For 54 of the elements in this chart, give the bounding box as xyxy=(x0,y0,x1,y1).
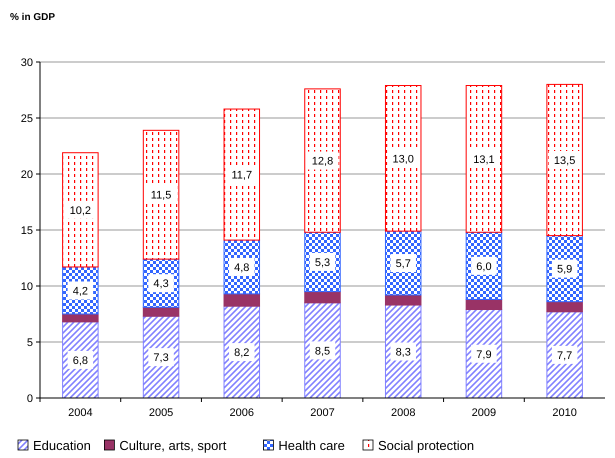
bar xyxy=(224,293,260,307)
y-tick-label: 0 xyxy=(26,393,33,405)
bar xyxy=(142,130,180,260)
bar xyxy=(384,294,422,306)
y-tick-label: 15 xyxy=(20,225,33,237)
data-label: 5,3 xyxy=(314,256,330,269)
data-label: 5,9 xyxy=(556,264,572,276)
x-tick-label: 2005 xyxy=(148,407,174,419)
bar xyxy=(384,85,422,232)
legend-label: Health care xyxy=(278,438,345,453)
data-label: 13,0 xyxy=(392,153,414,166)
data-label: 7,7 xyxy=(556,350,572,362)
y-tick-label: 5 xyxy=(26,337,33,349)
bar xyxy=(224,108,260,241)
data-label: 4,2 xyxy=(72,285,88,298)
x-tick-label: 2010 xyxy=(552,407,577,419)
bar xyxy=(546,84,583,236)
data-label: 11,5 xyxy=(150,190,172,202)
y-axis-title: % in GDP xyxy=(10,12,56,23)
data-label: 10,2 xyxy=(70,204,92,217)
x-tick-label: 2006 xyxy=(230,407,254,419)
data-label: 7,3 xyxy=(153,352,169,364)
data-label: 6,8 xyxy=(72,354,88,367)
bar xyxy=(466,298,502,310)
y-tick-label: 20 xyxy=(20,169,33,181)
data-label: 4,8 xyxy=(234,262,250,274)
data-label: 8,5 xyxy=(314,345,330,358)
data-label: 4,3 xyxy=(153,278,169,290)
x-tick-label: 2007 xyxy=(310,407,335,419)
bar xyxy=(546,301,583,312)
data-label: 13,1 xyxy=(473,154,495,166)
bar xyxy=(304,88,341,233)
legend-label: Education xyxy=(33,438,91,453)
data-label: 6,0 xyxy=(476,260,492,273)
bar xyxy=(62,314,99,322)
bar xyxy=(304,302,341,398)
x-tick-label: 2008 xyxy=(390,407,416,419)
data-label: 7,9 xyxy=(476,348,492,361)
legend-label: Culture, arts, sport xyxy=(119,438,227,453)
legend-label: Social protection xyxy=(378,438,474,453)
y-tick-label: 25 xyxy=(20,113,33,125)
data-label: 12,8 xyxy=(312,156,334,168)
bar xyxy=(62,152,99,268)
x-tick-label: 2004 xyxy=(68,407,93,419)
data-label: 8,3 xyxy=(396,346,411,359)
x-tick-label: 2009 xyxy=(472,407,496,419)
data-label: 8,2 xyxy=(234,347,250,360)
data-label: 13,5 xyxy=(554,155,576,167)
y-tick-label: 30 xyxy=(20,57,33,69)
data-label: 5,7 xyxy=(396,258,411,270)
bar xyxy=(304,291,341,304)
y-tick-label: 10 xyxy=(20,281,33,293)
bar xyxy=(466,85,502,233)
data-label: 11,7 xyxy=(231,170,252,182)
